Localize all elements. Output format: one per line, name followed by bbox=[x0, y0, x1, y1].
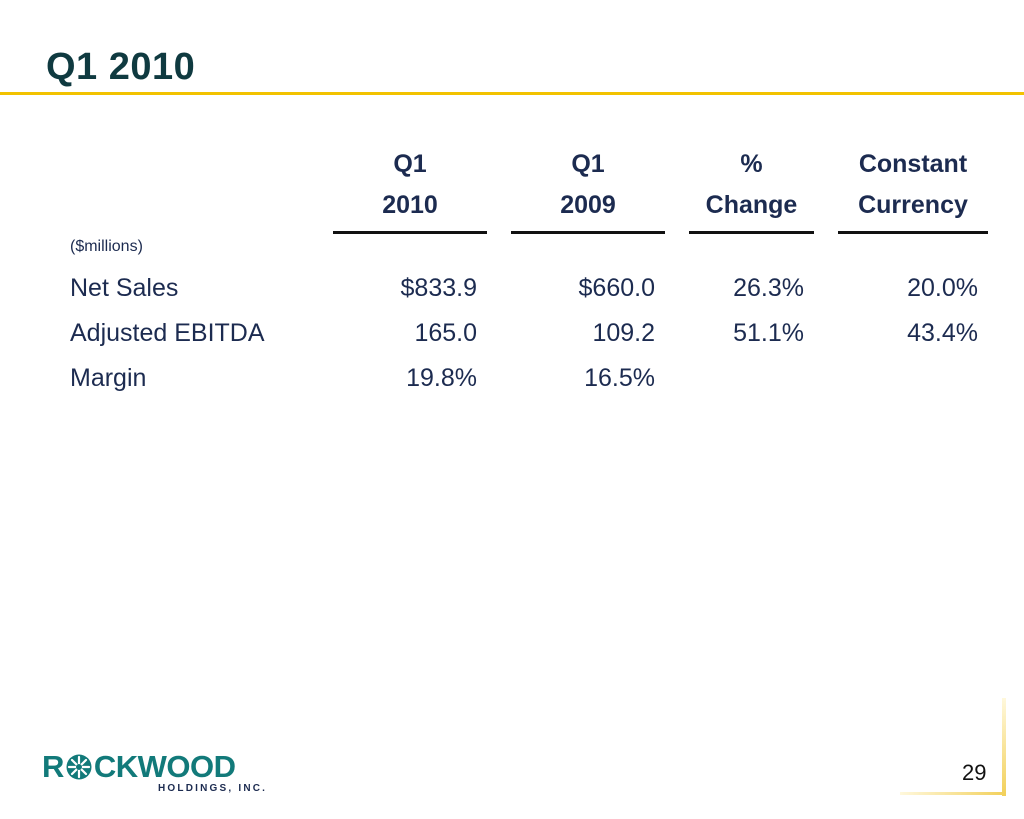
cell-ebitda-q1-2010: 165.0 bbox=[414, 319, 477, 347]
column-header-line2: Currency bbox=[858, 191, 968, 219]
page-number: 29 bbox=[962, 760, 987, 785]
column-header-line1: Q1 bbox=[571, 150, 605, 178]
column-header-line1: Q1 bbox=[393, 150, 427, 178]
column-header-line1: % bbox=[740, 150, 763, 178]
column-header-line2: 2010 bbox=[382, 191, 438, 219]
cell-net-sales-constant-currency: 20.0% bbox=[907, 274, 978, 302]
column-header-underline bbox=[838, 231, 988, 234]
logo-subtitle: HOLDINGS, INC. bbox=[158, 783, 268, 794]
logo-word-right: CKWOOD bbox=[93, 749, 236, 784]
compass-rose-icon bbox=[66, 754, 92, 780]
cell-ebitda-percent-change: 51.1% bbox=[733, 319, 804, 347]
logo-word-left: R bbox=[42, 749, 64, 784]
cell-margin-q1-2010: 19.8% bbox=[406, 364, 477, 392]
row-label-net-sales: Net Sales bbox=[70, 274, 179, 302]
column-header-percent-change: % Change bbox=[689, 144, 814, 234]
cell-net-sales-percent-change: 26.3% bbox=[733, 274, 804, 302]
cell-net-sales-q1-2009: $660.0 bbox=[578, 274, 655, 302]
column-header-underline bbox=[689, 231, 814, 234]
rockwood-logo: R CKWOOD HOLDINGS, INC. bbox=[42, 749, 268, 794]
row-label-margin: Margin bbox=[70, 364, 147, 392]
column-header-line2: 2009 bbox=[560, 191, 616, 219]
column-header-constant-currency: Constant Currency bbox=[838, 144, 988, 234]
cell-ebitda-q1-2009: 109.2 bbox=[592, 319, 655, 347]
column-header-line1: Constant bbox=[858, 150, 968, 178]
cell-ebitda-constant-currency: 43.4% bbox=[907, 319, 978, 347]
column-header-underline bbox=[511, 231, 665, 234]
column-header-q1-2010: Q1 2010 bbox=[333, 144, 487, 234]
column-header-underline bbox=[333, 231, 487, 234]
logo-wordmark: R CKWOOD bbox=[42, 749, 267, 784]
column-header-line2: Change bbox=[705, 191, 798, 219]
slide-title: Q1 2010 bbox=[46, 46, 196, 88]
cell-margin-q1-2009: 16.5% bbox=[584, 364, 655, 392]
column-header-q1-2009: Q1 2009 bbox=[511, 144, 665, 234]
row-label-adjusted-ebitda: Adjusted EBITDA bbox=[70, 319, 265, 347]
title-underline bbox=[0, 92, 1024, 95]
unit-label: ($millions) bbox=[70, 238, 143, 255]
corner-accent-horizontal bbox=[900, 792, 1006, 795]
cell-net-sales-q1-2010: $833.9 bbox=[400, 274, 477, 302]
corner-accent-vertical bbox=[1002, 698, 1006, 796]
